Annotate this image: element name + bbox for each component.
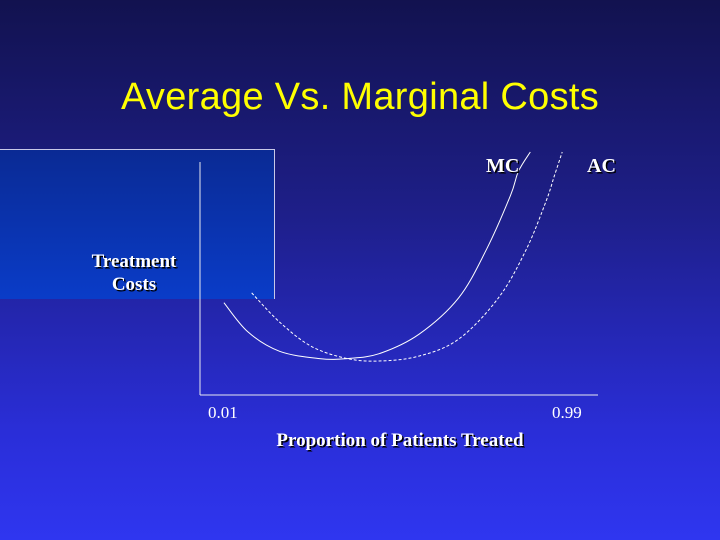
x-axis-label: Proportion of Patients Treated bbox=[276, 430, 524, 451]
y-axis-label-line-2: Costs bbox=[111, 274, 157, 295]
series-ac-curve bbox=[251, 151, 563, 362]
slide-title: Average Vs. Marginal Costs bbox=[120, 76, 600, 118]
legend-mc: MC bbox=[486, 155, 520, 177]
x-tick-label-end: 0.99 bbox=[552, 403, 582, 422]
y-axis-label-box bbox=[0, 149, 275, 299]
series-mc-curve bbox=[223, 151, 531, 360]
y-axis-label: Treatment Costs bbox=[70, 250, 198, 296]
legend-ac: AC bbox=[587, 155, 616, 177]
y-axis-label-line-1: Treatment bbox=[91, 251, 177, 272]
x-tick-label-start: 0.01 bbox=[208, 403, 238, 422]
series-layer bbox=[223, 151, 563, 362]
